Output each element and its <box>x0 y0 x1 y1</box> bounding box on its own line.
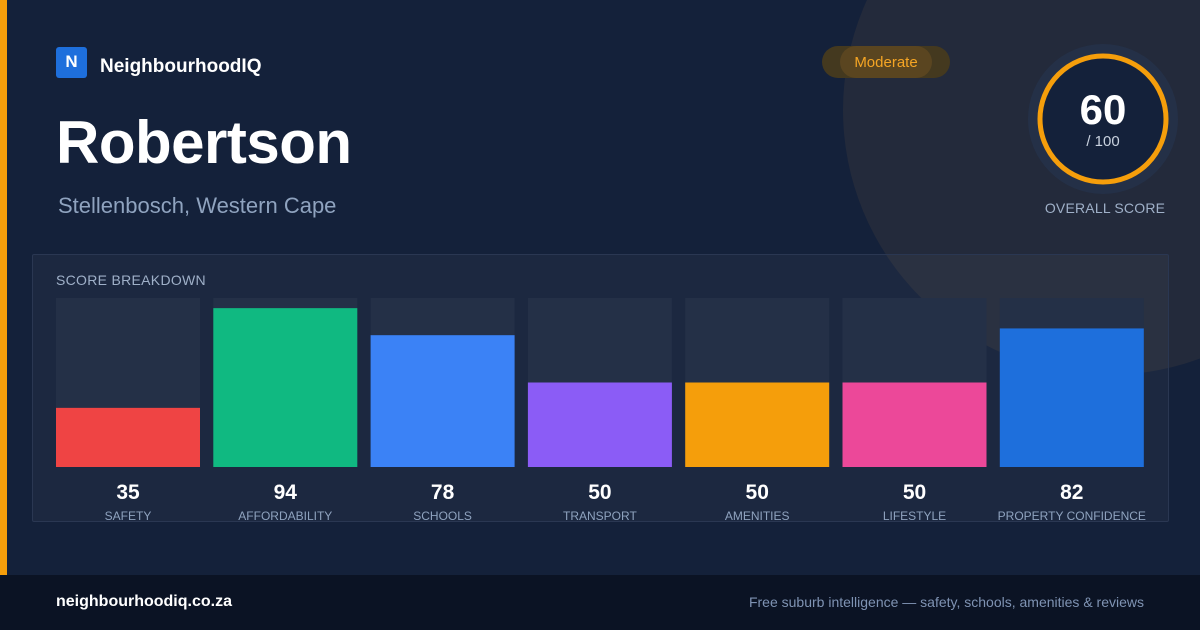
bar-property-confidence <box>999 328 1144 467</box>
bar-label-affordability: AFFORDABILITY <box>238 509 332 523</box>
overall-score-label: OVERALL SCORE <box>1044 200 1166 216</box>
bar-affordability <box>213 308 358 467</box>
score-breakdown-panel <box>32 254 1169 522</box>
accent-bar <box>0 0 7 575</box>
bar-safety <box>56 407 200 467</box>
brand-logo-icon: N <box>56 46 87 78</box>
bar-label-safety: SAFETY <box>105 509 152 523</box>
bar-transport <box>527 382 672 467</box>
bar-lifestyle <box>842 382 987 467</box>
bar-value-safety: 35 <box>116 481 140 504</box>
page-title: Robertson <box>56 109 352 176</box>
bar-value-lifestyle: 50 <box>903 481 926 504</box>
bar-value-affordability: 94 <box>274 481 298 504</box>
score-ring-stroke <box>1037 53 1169 185</box>
bar-label-amenities: AMENITIES <box>725 509 790 523</box>
bar-schools <box>370 335 515 467</box>
overall-score-value: 60 <box>1079 86 1127 133</box>
bar-label-property-confidence: PROPERTY CONFIDENCE <box>998 509 1146 523</box>
footer-tagline: Free suburb intelligence — safety, schoo… <box>748 594 1144 610</box>
bar-label-transport: TRANSPORT <box>563 509 637 523</box>
footer <box>0 575 1200 630</box>
brand: N NeighbourhoodIQ <box>56 46 261 78</box>
overall-score-gauge: 60 / 100 <box>1028 44 1178 194</box>
location-subtitle: Stellenbosch, Western Cape <box>58 193 337 218</box>
score-ring <box>1028 44 1178 194</box>
bar-value-amenities: 50 <box>746 481 769 504</box>
bar-value-property-confidence: 82 <box>1060 481 1083 504</box>
footer-url-link[interactable]: neighbourhoodiq.co.za <box>56 593 232 610</box>
bar-label-schools: SCHOOLS <box>413 509 472 523</box>
bar-value-transport: 50 <box>588 481 611 504</box>
brand-name: NeighbourhoodIQ <box>100 56 262 77</box>
overall-score-max: / 100 <box>1086 133 1120 150</box>
rating-badge-label: Moderate <box>840 46 932 78</box>
bar-amenities <box>685 382 830 467</box>
score-breakdown-title: SCORE BREAKDOWN <box>56 272 206 288</box>
bar-label-lifestyle: LIFESTYLE <box>883 509 946 523</box>
rating-badge: Moderate <box>822 46 950 78</box>
bar-value-schools: 78 <box>431 481 455 504</box>
